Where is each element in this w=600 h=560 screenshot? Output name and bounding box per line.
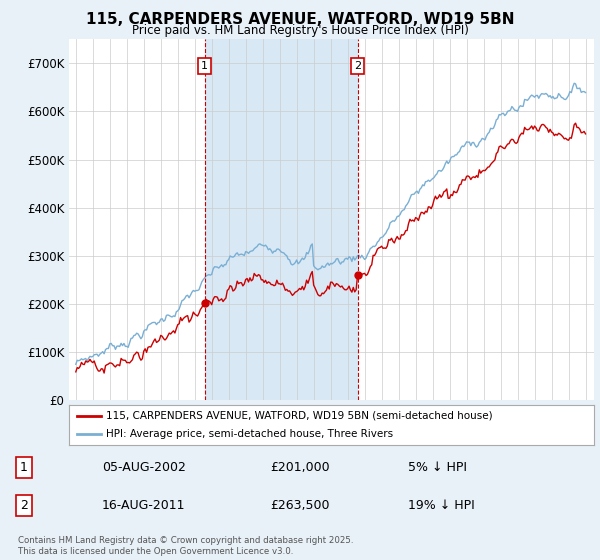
Text: 19% ↓ HPI: 19% ↓ HPI [408, 499, 475, 512]
Bar [205, 39, 358, 400]
Text: 05-AUG-2002: 05-AUG-2002 [102, 461, 186, 474]
Text: 115, CARPENDERS AVENUE, WATFORD, WD19 5BN (semi-detached house): 115, CARPENDERS AVENUE, WATFORD, WD19 5B… [106, 411, 493, 421]
Text: 16-AUG-2011: 16-AUG-2011 [102, 499, 185, 512]
Text: 5% ↓ HPI: 5% ↓ HPI [408, 461, 467, 474]
Text: £201,000: £201,000 [270, 461, 329, 474]
Text: 1: 1 [201, 60, 208, 71]
Text: Price paid vs. HM Land Registry's House Price Index (HPI): Price paid vs. HM Land Registry's House … [131, 24, 469, 36]
Text: Contains HM Land Registry data © Crown copyright and database right 2025.
This d: Contains HM Land Registry data © Crown c… [18, 536, 353, 556]
Text: 2: 2 [20, 499, 28, 512]
Text: 2: 2 [354, 60, 361, 71]
Text: £263,500: £263,500 [270, 499, 329, 512]
Text: 1: 1 [20, 461, 28, 474]
Text: 115, CARPENDERS AVENUE, WATFORD, WD19 5BN: 115, CARPENDERS AVENUE, WATFORD, WD19 5B… [86, 12, 514, 27]
Text: HPI: Average price, semi-detached house, Three Rivers: HPI: Average price, semi-detached house,… [106, 430, 393, 439]
